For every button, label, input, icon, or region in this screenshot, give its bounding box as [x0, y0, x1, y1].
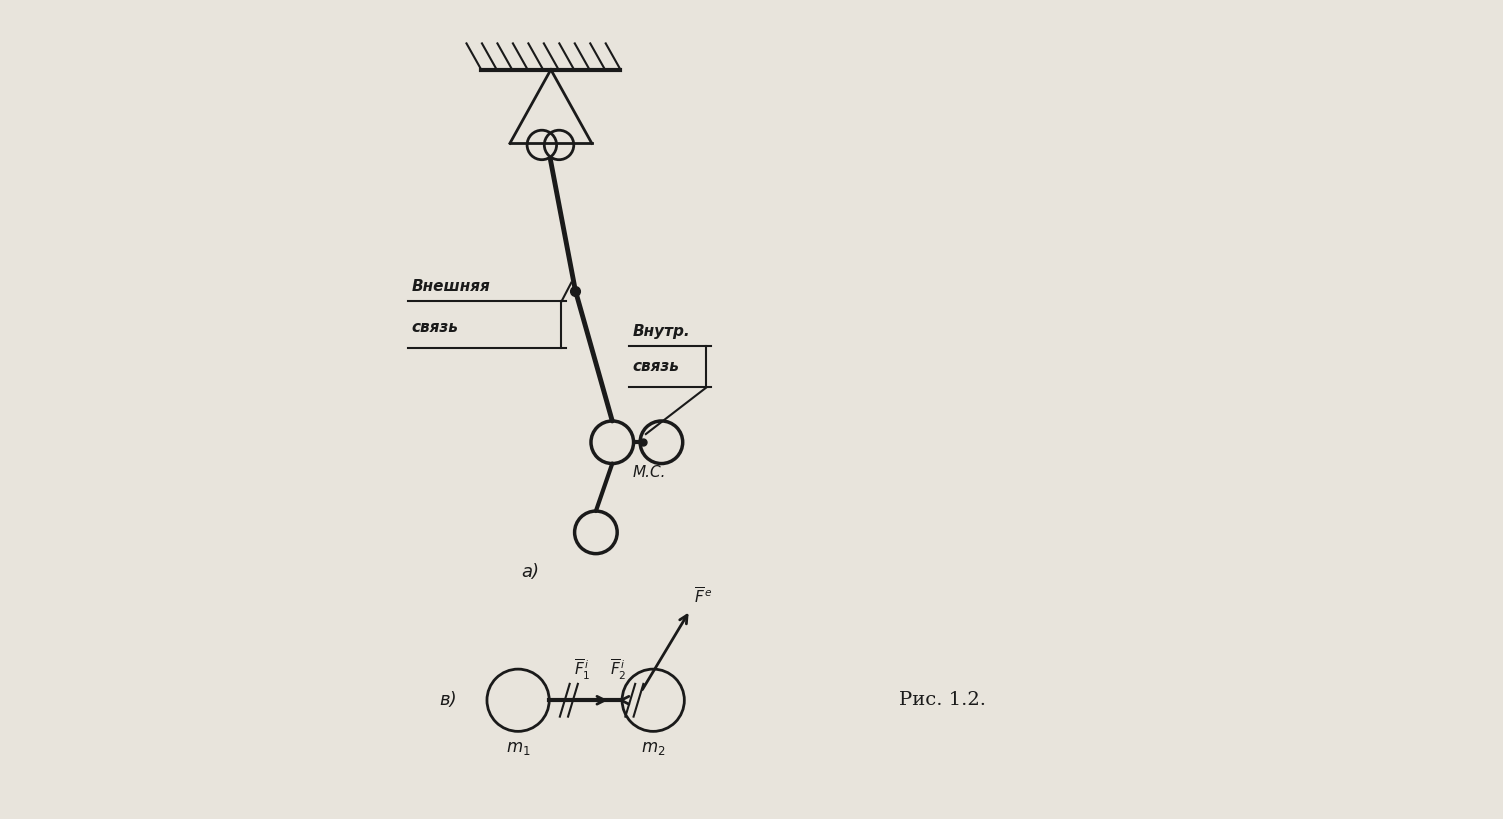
Text: $m_2$: $m_2$ [640, 739, 666, 757]
Text: М.С.: М.С. [633, 464, 666, 480]
Text: $\overline{F}^{\,i}_2$: $\overline{F}^{\,i}_2$ [610, 658, 627, 682]
Text: связь: связь [633, 359, 679, 374]
Text: а): а) [522, 563, 540, 581]
Text: связь: связь [412, 319, 458, 335]
Text: $m_1$: $m_1$ [507, 739, 531, 757]
Text: Внутр.: Внутр. [633, 324, 690, 339]
Text: в): в) [440, 691, 457, 709]
Text: Внешняя: Внешняя [412, 278, 490, 294]
Text: Рис. 1.2.: Рис. 1.2. [899, 691, 986, 709]
Text: $\overline{F}^{\,e}$: $\overline{F}^{\,e}$ [694, 586, 712, 607]
Text: $\overline{F}^{\,i}_1$: $\overline{F}^{\,i}_1$ [574, 658, 591, 682]
